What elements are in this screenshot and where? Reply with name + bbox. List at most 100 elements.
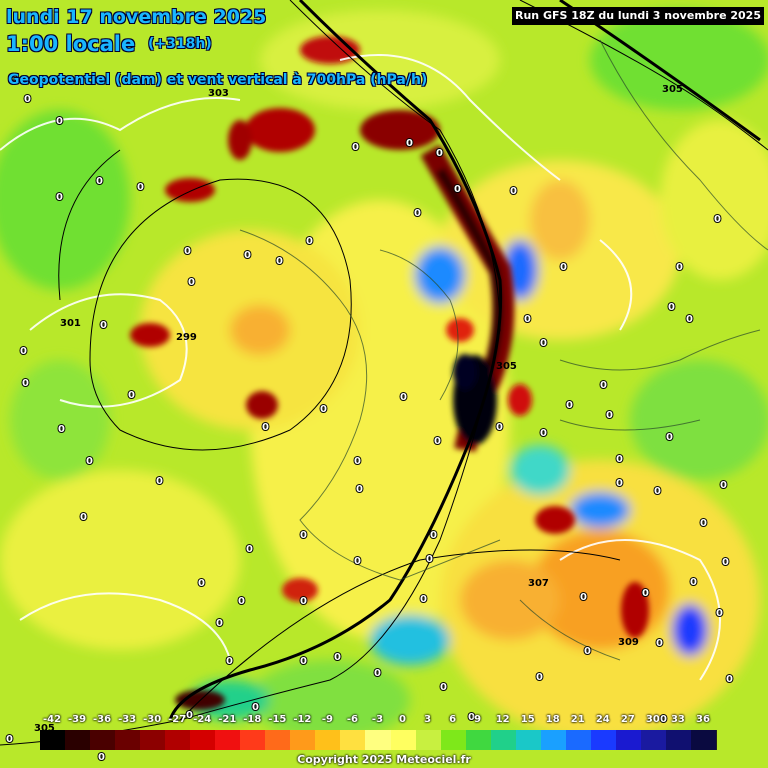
legend-value: -30 bbox=[143, 714, 162, 725]
zero-value-label: 0 bbox=[540, 428, 547, 439]
zero-value-label: 0 bbox=[216, 618, 223, 629]
legend-value: 15 bbox=[520, 714, 535, 725]
svg-text:305: 305 bbox=[662, 84, 683, 95]
legend-swatch bbox=[540, 730, 567, 750]
zero-value-label: 0 bbox=[560, 262, 567, 273]
zero-value-label: 0 bbox=[128, 390, 135, 401]
zero-value-label: 0 bbox=[496, 422, 503, 433]
zero-value-label: 0 bbox=[722, 557, 729, 568]
zero-value-label: 0 bbox=[356, 484, 363, 495]
zero-value-label: 0 bbox=[510, 186, 517, 197]
zero-value-label: 0 bbox=[406, 138, 413, 149]
zero-value-label: 0 bbox=[186, 710, 193, 721]
legend-swatch bbox=[515, 730, 542, 750]
zero-value-label: 0 bbox=[354, 456, 361, 467]
zero-value-label: 0 bbox=[188, 277, 195, 288]
legend-swatch bbox=[165, 730, 192, 750]
run-info: Run GFS 18Z du lundi 3 novembre 2025 bbox=[512, 7, 764, 25]
zero-value-label: 0 bbox=[300, 596, 307, 607]
legend-swatch bbox=[440, 730, 467, 750]
svg-text:305: 305 bbox=[34, 723, 55, 734]
zero-value-label: 0 bbox=[56, 116, 63, 127]
zero-value-label: 0 bbox=[137, 182, 144, 193]
zero-value-label: 0 bbox=[536, 672, 543, 683]
zero-value-label: 0 bbox=[246, 544, 253, 555]
zero-value-label: 0 bbox=[642, 588, 649, 599]
legend-swatch bbox=[115, 730, 142, 750]
zero-value-label: 0 bbox=[374, 668, 381, 679]
legend-value: 27 bbox=[620, 714, 635, 725]
svg-text:301: 301 bbox=[60, 318, 81, 329]
zero-value-label: 0 bbox=[262, 422, 269, 433]
legend-value: -18 bbox=[243, 714, 262, 725]
legend-swatch bbox=[265, 730, 292, 750]
zero-value-label: 0 bbox=[306, 236, 313, 247]
zero-value-label: 0 bbox=[86, 456, 93, 467]
geopotential-labels: 305 303 301 299 305 307 309 305 bbox=[34, 84, 683, 734]
zero-value-label: 0 bbox=[606, 410, 613, 421]
legend-swatch bbox=[665, 730, 692, 750]
legend-swatch bbox=[690, 730, 717, 750]
parameter-title: Geopotentiel (dam) et vent vertical à 70… bbox=[8, 72, 428, 88]
zero-value-label: 0 bbox=[56, 192, 63, 203]
legend-value: -3 bbox=[371, 714, 384, 725]
zero-value-label: 0 bbox=[668, 302, 675, 313]
legend-swatch bbox=[90, 730, 117, 750]
zero-value-label: 0 bbox=[184, 246, 191, 257]
zero-value-label: 0 bbox=[414, 208, 421, 219]
legend-value: -24 bbox=[193, 714, 212, 725]
svg-text:307: 307 bbox=[528, 578, 549, 589]
zero-value-label: 0 bbox=[524, 314, 531, 325]
legend-value: -12 bbox=[293, 714, 312, 725]
zero-value-label: 0 bbox=[566, 400, 573, 411]
zero-value-label: 0 bbox=[616, 454, 623, 465]
zero-value-label: 0 bbox=[580, 592, 587, 603]
zero-value-label: 0 bbox=[468, 712, 475, 723]
legend-value: -33 bbox=[118, 714, 137, 725]
legend-swatch bbox=[315, 730, 342, 750]
legend-value: 33 bbox=[670, 714, 685, 725]
legend-swatch bbox=[615, 730, 642, 750]
country-borders bbox=[239, 39, 768, 661]
zero-value-label: 0 bbox=[690, 577, 697, 588]
color-legend: -42 -39 -36 -33 -30 -27 -24 -21 -18 -15 -12 -9 -6 -3 0… bbox=[40, 714, 717, 754]
legend-value: 3 bbox=[424, 714, 432, 725]
zero-value-label: 0 bbox=[616, 478, 623, 489]
zero-value-label: 0 bbox=[660, 714, 667, 725]
forecast-lead: (+318h) bbox=[148, 36, 212, 52]
zero-value-label: 0 bbox=[226, 656, 233, 667]
zero-value-label: 0 bbox=[96, 176, 103, 187]
zero-value-label: 0 bbox=[320, 404, 327, 415]
zero-value-label: 0 bbox=[100, 320, 107, 331]
legend-swatch bbox=[465, 730, 492, 750]
zero-value-label: 0 bbox=[700, 518, 707, 529]
zero-value-label: 0 bbox=[352, 142, 359, 153]
legend-swatch bbox=[65, 730, 92, 750]
zero-value-label: 0 bbox=[454, 184, 461, 195]
zero-value-label: 0 bbox=[654, 486, 661, 497]
zero-value-label: 0 bbox=[686, 314, 693, 325]
legend-value: -15 bbox=[268, 714, 287, 725]
legend-value: 30 bbox=[645, 714, 660, 725]
legend-swatch bbox=[40, 730, 67, 750]
legend-swatch bbox=[640, 730, 667, 750]
svg-text:303: 303 bbox=[208, 88, 229, 99]
legend-swatch bbox=[340, 730, 367, 750]
zero-value-label: 0 bbox=[156, 476, 163, 487]
zero-value-label: 0 bbox=[244, 250, 251, 261]
copyright: Copyright 2025 Meteociel.fr bbox=[297, 753, 471, 766]
legend-value: 18 bbox=[545, 714, 560, 725]
legend-swatch bbox=[590, 730, 617, 750]
legend-swatch bbox=[565, 730, 592, 750]
zero-value-label: 0 bbox=[58, 424, 65, 435]
zero-value-label: 0 bbox=[600, 380, 607, 391]
zero-value-label: 0 bbox=[80, 512, 87, 523]
zero-value-label: 0 bbox=[252, 702, 259, 713]
zero-value-label: 0 bbox=[198, 578, 205, 589]
zero-contours bbox=[0, 54, 721, 681]
zero-value-label: 0 bbox=[420, 594, 427, 605]
legend-swatch bbox=[390, 730, 417, 750]
zero-value-label: 0 bbox=[300, 530, 307, 541]
zero-value-label: 0 bbox=[716, 608, 723, 619]
